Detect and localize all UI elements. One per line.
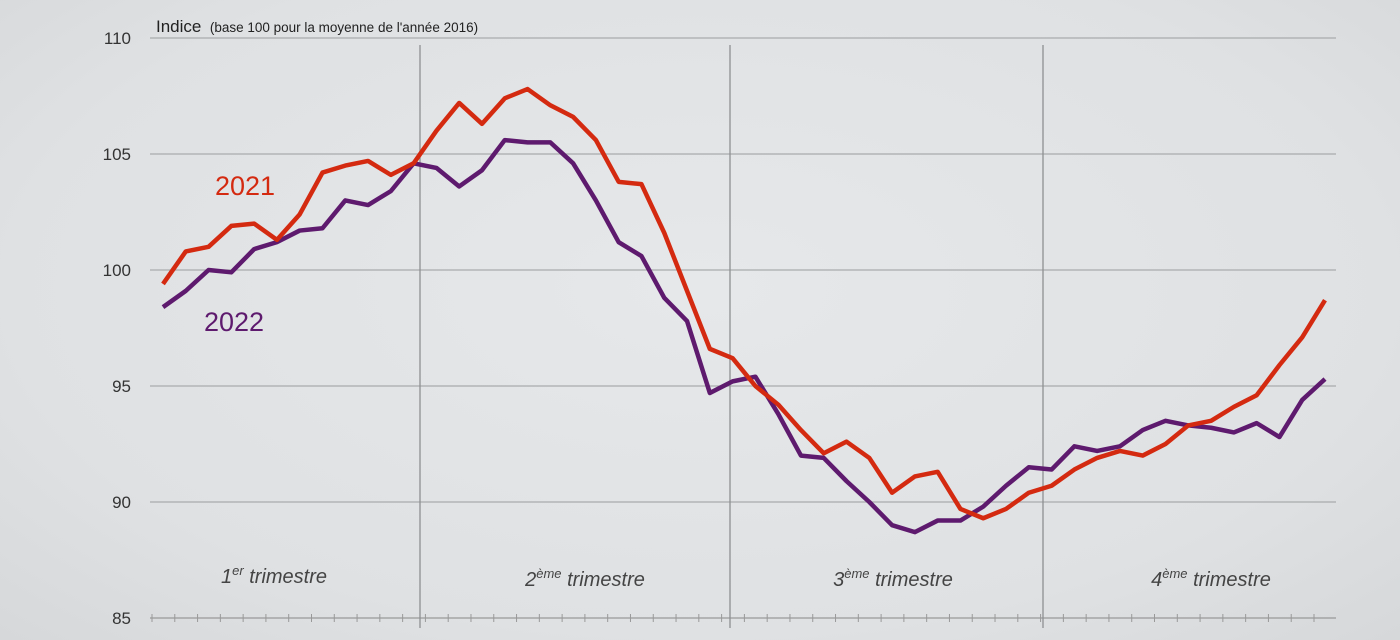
y-tick-label: 85 [112,609,131,628]
y-tick-label: 105 [103,145,131,164]
series-line-2022 [161,137,1327,535]
y-tick-label: 95 [112,377,131,396]
y-tick-label: 100 [103,261,131,280]
title-main: Indice [156,17,201,36]
quarter-label: 4ème trimestre [1151,566,1271,591]
quarter-label: 3ème trimestre [833,566,953,591]
quarter-label: 1er trimestre [221,563,327,588]
series-label-2021: 2021 [215,171,275,201]
y-tick-label: 90 [112,493,131,512]
series-label-2022: 2022 [204,307,264,337]
series-line-2021 [161,86,1327,521]
quarter-label: 2ème trimestre [524,566,645,591]
y-tick-label: 110 [104,29,131,48]
chart-title: Indice (base 100 pour la moyenne de l'an… [156,17,478,36]
title-subtitle: (base 100 pour la moyenne de l'année 201… [210,20,478,35]
